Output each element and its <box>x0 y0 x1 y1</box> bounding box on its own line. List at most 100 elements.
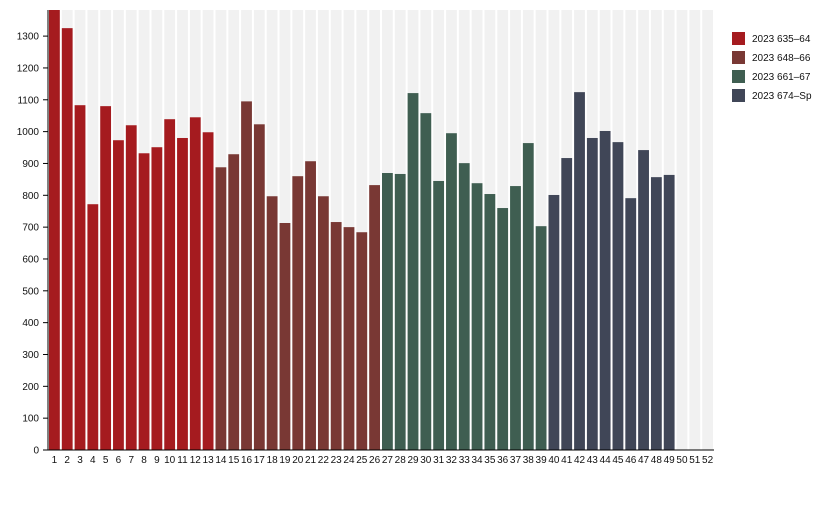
y-tick-label: 500 <box>22 286 39 297</box>
x-tick-label: 28 <box>395 455 407 466</box>
x-tick-label: 51 <box>689 455 701 466</box>
x-tick-label: 48 <box>651 455 663 466</box>
x-tick-label: 31 <box>433 455 445 466</box>
bar-week-47 <box>638 150 649 450</box>
background-band <box>689 10 701 450</box>
x-tick-label: 30 <box>420 455 432 466</box>
x-tick-label: 5 <box>103 455 109 466</box>
y-tick-label: 700 <box>22 223 39 234</box>
bar-week-24 <box>343 227 355 450</box>
bar-week-9 <box>151 147 163 450</box>
bar-week-23 <box>330 222 342 450</box>
bar-week-21 <box>305 161 316 450</box>
x-tick-label: 52 <box>702 455 714 466</box>
x-tick-label: 29 <box>407 455 419 466</box>
x-tick-label: 17 <box>254 455 266 466</box>
x-tick-label: 10 <box>164 455 176 466</box>
x-tick-label: 13 <box>203 455 215 466</box>
y-tick-label: 800 <box>22 191 39 202</box>
x-tick-label: 43 <box>587 455 599 466</box>
x-tick-label: 2 <box>64 455 70 466</box>
x-tick-label: 41 <box>561 455 573 466</box>
bar-week-25 <box>356 232 368 450</box>
y-tick-label: 1000 <box>17 127 40 138</box>
legend-swatch <box>732 51 745 64</box>
x-tick-label: 19 <box>279 455 291 466</box>
x-tick-label: 8 <box>141 455 147 466</box>
y-tick-label: 600 <box>22 254 39 265</box>
bar-week-28 <box>394 173 406 450</box>
x-tick-label: 39 <box>536 455 548 466</box>
bar-week-10 <box>164 119 176 451</box>
legend-label: 2023 635–64 <box>752 34 811 45</box>
x-tick-label: 49 <box>664 455 676 466</box>
legend: 2023 635–64 2023 648–66 2023 661–67 2023 67… <box>732 32 812 102</box>
x-tick-label: 32 <box>446 455 458 466</box>
x-tick-label: 24 <box>343 455 355 466</box>
bar-week-26 <box>369 185 380 451</box>
bar-week-20 <box>292 176 304 451</box>
bar-week-44 <box>599 130 611 451</box>
bar-week-2 <box>61 28 73 450</box>
x-tick-label: 1 <box>52 455 58 466</box>
background-band <box>356 10 368 450</box>
bar-week-22 <box>317 196 329 450</box>
x-tick-label: 35 <box>484 455 496 466</box>
x-tick-label: 44 <box>600 455 612 466</box>
legend-swatch <box>732 32 745 45</box>
x-tick-label: 3 <box>77 455 83 466</box>
y-tick-label: 1100 <box>17 95 39 106</box>
x-tick-label: 23 <box>331 455 343 466</box>
y-tick-label: 300 <box>22 350 39 361</box>
bar-week-30 <box>420 113 432 450</box>
bar-week-43 <box>586 137 598 451</box>
bar-week-38 <box>522 143 534 450</box>
bar-week-45 <box>612 142 624 450</box>
bar-week-39 <box>535 226 547 450</box>
background-band <box>702 10 713 450</box>
bar-week-46 <box>625 198 637 450</box>
bar-week-27 <box>382 173 393 450</box>
bar-week-8 <box>138 153 150 450</box>
x-tick-label: 21 <box>305 455 317 466</box>
bar-week-13 <box>202 132 214 450</box>
x-tick-label: 4 <box>90 455 96 466</box>
x-tick-label: 37 <box>510 455 522 466</box>
bar-week-35 <box>484 194 496 450</box>
bar-week-11 <box>177 137 188 451</box>
x-tick-label: 50 <box>676 455 688 466</box>
y-tick-label: 200 <box>22 382 39 393</box>
x-tick-label: 25 <box>356 455 368 466</box>
bar-week-16 <box>241 101 252 450</box>
x-tick-label: 7 <box>128 455 134 466</box>
bar-week-29 <box>407 93 419 451</box>
legend-label: 2023 674–Sp <box>752 91 812 102</box>
bar-week-5 <box>100 106 112 450</box>
bar-week-18 <box>266 196 278 450</box>
bar-week-37 <box>510 186 521 451</box>
x-tick-label: 38 <box>523 455 535 466</box>
y-axis: 0 100 200 300 400 500 600 700 800 900 1000 1100 1200… <box>17 10 49 457</box>
legend-label: 2023 661–67 <box>752 72 811 83</box>
x-tick-label: 36 <box>497 455 509 466</box>
background-band <box>676 10 688 450</box>
bar-week-33 <box>458 163 470 450</box>
bar-week-42 <box>574 92 585 451</box>
y-tick-label: 0 <box>33 446 39 457</box>
x-tick-label: 27 <box>382 455 394 466</box>
y-tick-label: 400 <box>22 318 39 329</box>
x-tick-label: 26 <box>369 455 381 466</box>
x-tick-label: 45 <box>612 455 624 466</box>
x-tick-label: 6 <box>116 455 122 466</box>
bar-week-32 <box>446 133 457 450</box>
legend-label: 2023 648–66 <box>752 53 811 64</box>
x-tick-label: 46 <box>625 455 637 466</box>
y-tick-label: 900 <box>22 159 39 170</box>
bar-week-3 <box>74 105 86 450</box>
x-tick-label: 34 <box>471 455 483 466</box>
bar-week-31 <box>433 180 445 450</box>
x-tick-label: 20 <box>292 455 304 466</box>
bar-week-14 <box>215 167 227 451</box>
y-tick-label: 1300 <box>17 32 40 43</box>
x-axis: 1 2 3 4 5 6 7 8 9 10 11 12 13 14 15 16 17 18 19 20 21 22 23 24 2… <box>48 449 714 466</box>
